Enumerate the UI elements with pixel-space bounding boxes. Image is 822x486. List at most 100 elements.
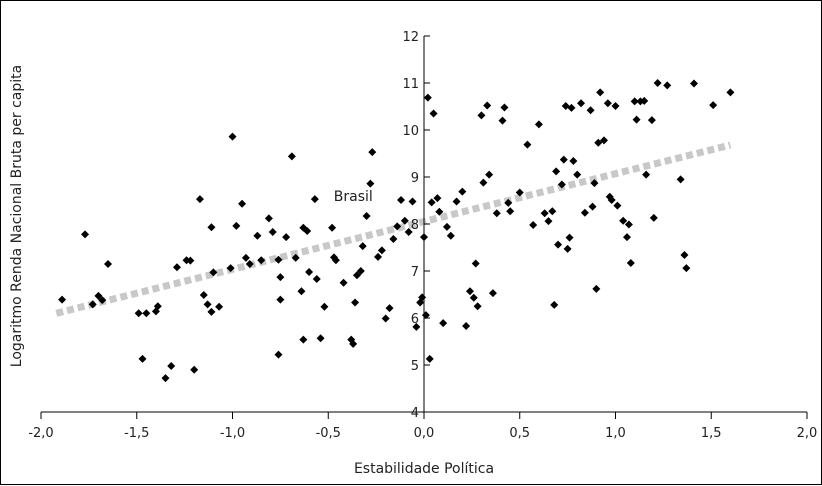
data-point: [207, 307, 216, 316]
data-point: [356, 267, 365, 275]
data-point: [303, 227, 312, 236]
data-point: [412, 322, 421, 331]
data-point: [473, 302, 482, 311]
y-tick-label: 11: [402, 77, 419, 92]
data-point: [567, 103, 576, 112]
y-tick-label: 4: [411, 406, 419, 421]
data-point: [423, 93, 432, 102]
data-point: [622, 233, 631, 242]
data-point: [682, 264, 691, 273]
data-point: [624, 220, 633, 229]
y-tick-label: 5: [411, 359, 419, 374]
data-point: [577, 99, 586, 108]
data-point: [552, 167, 561, 176]
data-point: [320, 302, 329, 311]
data-point: [282, 233, 291, 242]
data-point: [485, 170, 494, 179]
data-point: [312, 274, 321, 283]
data-point: [500, 103, 509, 112]
data-point: [339, 278, 348, 287]
data-point: [479, 178, 488, 187]
data-point: [241, 253, 250, 262]
data-point: [351, 298, 360, 307]
data-point: [385, 304, 394, 313]
data-point: [680, 251, 689, 260]
data-point: [592, 284, 601, 293]
data-point: [483, 101, 492, 110]
trendline-layer: [55, 141, 732, 317]
data-point: [404, 227, 413, 236]
data-point: [649, 213, 658, 222]
data-point: [565, 233, 574, 242]
data-point: [642, 170, 651, 179]
data-point: [397, 196, 406, 205]
data-point: [58, 295, 67, 304]
data-point: [134, 309, 143, 318]
data-point: [186, 256, 195, 265]
data-point: [297, 287, 306, 296]
data-point: [442, 222, 451, 231]
data-point: [563, 244, 572, 253]
data-point: [276, 273, 285, 282]
y-tick-label: 12: [402, 30, 419, 45]
data-point: [138, 354, 147, 363]
data-point: [596, 88, 605, 97]
data-point: [142, 309, 151, 318]
data-point: [299, 335, 308, 344]
data-point: [590, 179, 599, 188]
data-point: [377, 246, 386, 255]
data-point: [393, 222, 402, 231]
data-point: [328, 223, 337, 232]
x-tick-label: 0,0: [414, 426, 435, 441]
data-point: [588, 202, 597, 211]
data-point: [439, 319, 448, 328]
y-tick-label: 8: [411, 218, 419, 233]
data-point: [195, 195, 204, 204]
x-tick-label: 1,5: [701, 426, 722, 441]
data-point: [429, 109, 438, 118]
y-tick-label: 10: [402, 124, 419, 139]
data-point: [400, 216, 409, 225]
x-tick-label: 1,0: [605, 426, 626, 441]
data-point: [81, 230, 90, 239]
data-point: [257, 256, 266, 265]
data-point: [540, 209, 549, 218]
data-point: [172, 263, 181, 272]
data-point: [458, 187, 467, 196]
data-point: [104, 259, 113, 268]
data-point: [676, 175, 685, 184]
data-point: [446, 231, 455, 240]
data-point: [245, 259, 254, 268]
data-point: [515, 188, 524, 197]
data-point: [550, 300, 559, 309]
data-point: [653, 79, 662, 87]
data-point: [238, 199, 247, 208]
data-point: [94, 291, 103, 300]
data-point: [452, 197, 461, 206]
x-tick-label: 2,0: [797, 426, 818, 441]
x-tick-label: 0,5: [509, 426, 530, 441]
data-point: [569, 157, 578, 166]
data-point: [647, 116, 656, 125]
data-point: [425, 354, 434, 363]
y-tick-label: 7: [411, 265, 419, 280]
data-point: [167, 361, 176, 370]
data-point: [534, 120, 543, 129]
data-point: [203, 300, 212, 309]
data-point: [630, 97, 639, 106]
data-point: [366, 179, 375, 188]
data-point: [427, 198, 436, 207]
data-point: [190, 365, 199, 374]
data-point: [215, 302, 224, 311]
data-point: [98, 296, 107, 305]
data-point: [640, 96, 649, 105]
data-point: [276, 295, 285, 304]
data-point: [471, 259, 480, 268]
data-point: [477, 111, 486, 120]
data-point: [726, 88, 735, 97]
data-point: [161, 374, 170, 383]
data-point: [603, 99, 612, 108]
data-point: [287, 152, 296, 161]
data-point: [316, 334, 325, 343]
